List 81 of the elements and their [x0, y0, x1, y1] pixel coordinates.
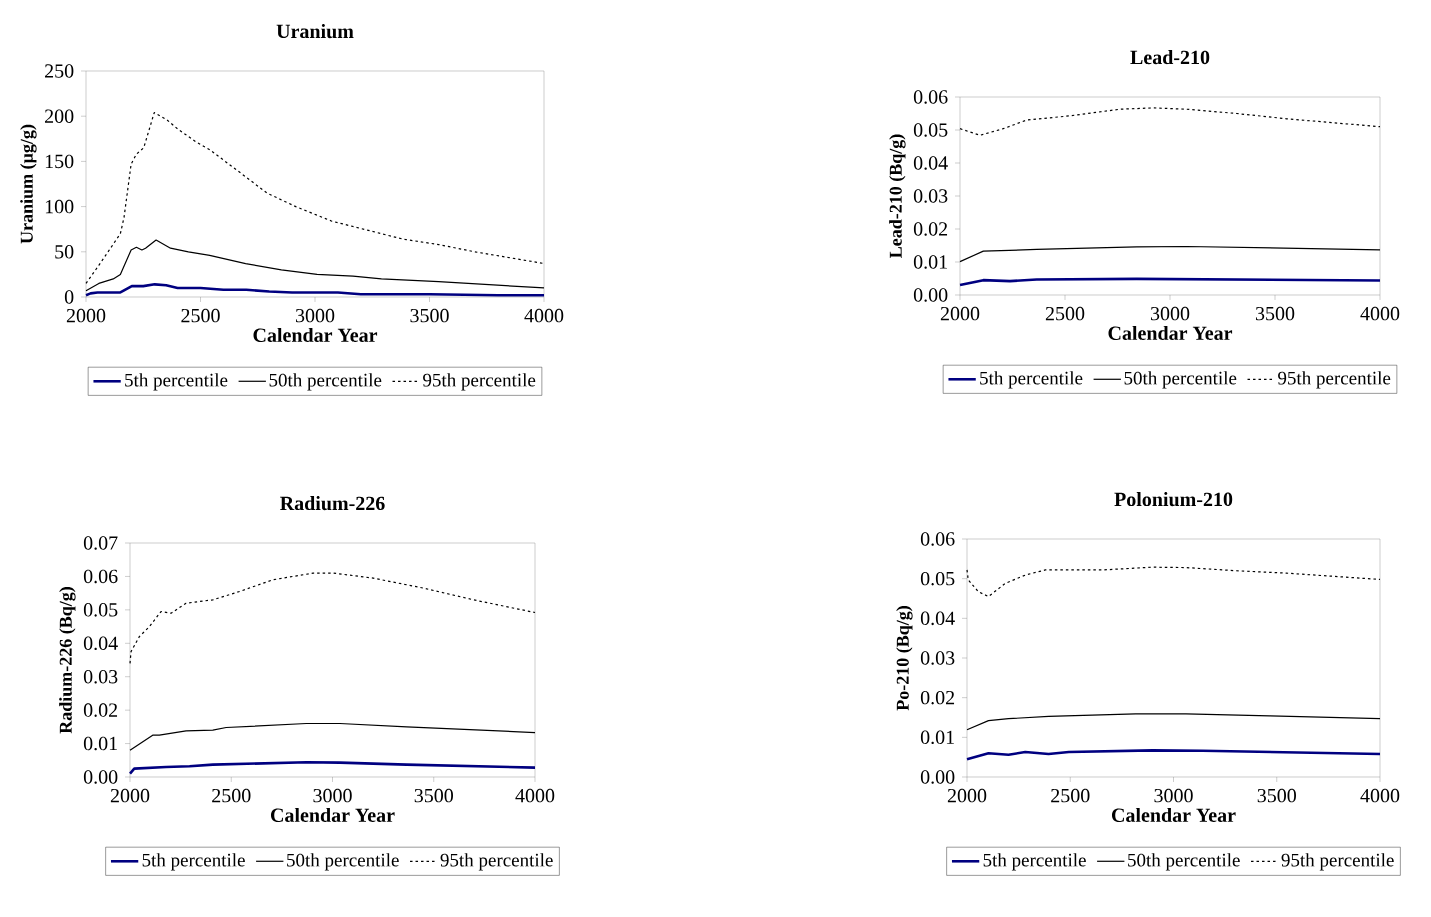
legend-label: 5th percentile [980, 371, 1083, 389]
y-tick-label: 0.01 [83, 736, 117, 751]
line-series [129, 722, 536, 751]
x-tick-label: 2500 [181, 308, 220, 323]
y-tick-label: 0.03 [83, 669, 118, 684]
chart-title: Lead-210 [1130, 50, 1210, 65]
y-axis-title: Radium-226 (Bq/g) [59, 587, 76, 734]
x-tick-label: 3000 [295, 308, 335, 323]
x-axis-title: Calendar Year [270, 807, 395, 822]
legend-label: 50th percentile [1124, 371, 1237, 389]
legend-label: 95th percentile [1278, 371, 1391, 389]
x-tick-label: 2500 [1045, 306, 1085, 321]
y-tick-label: 0.00 [920, 770, 955, 784]
line-series [965, 749, 1382, 761]
y-tick-label: 0.02 [83, 703, 118, 717]
y-axis-title: Lead-210 (Bq/g) [889, 134, 906, 258]
y-tick-label: 200 [45, 109, 74, 123]
y-tick-label: 50 [55, 245, 74, 259]
y-tick-label: 0.00 [83, 770, 118, 784]
x-tick-label: 4000 [1360, 788, 1400, 803]
legend-label: 95th percentile [440, 853, 553, 871]
x-tick-label: 3000 [1150, 306, 1190, 321]
x-tick-label: 3500 [1257, 788, 1296, 803]
y-axis-title: Uranium (µg/g) [20, 124, 37, 244]
y-tick-label: 0.02 [913, 222, 948, 236]
y-tick-label: 0.05 [920, 571, 955, 586]
y-tick-label: 0.06 [83, 569, 118, 584]
legend-label: 50th percentile [1128, 853, 1240, 871]
y-tick-label: 0.04 [920, 611, 955, 626]
y-tick-label: 250 [45, 64, 74, 78]
y-tick-label: 0.00 [913, 288, 948, 302]
legend-label: 95th percentile [1281, 853, 1394, 871]
x-tick-label: 4000 [1360, 306, 1400, 321]
legend-label: 5th percentile [125, 373, 228, 391]
y-tick-label: 0.06 [920, 532, 955, 546]
legend-label: 50th percentile [287, 853, 399, 871]
line-series [85, 239, 545, 292]
y-tick-label: 100 [45, 199, 74, 214]
y-tick-label: 0.07 [83, 536, 118, 550]
y-tick-label: 0.05 [913, 123, 948, 137]
line-series [129, 572, 536, 664]
line-series [966, 713, 1381, 731]
line-series [966, 566, 1381, 598]
legend-label: 5th percentile [142, 853, 245, 871]
y-tick-label: 0.04 [83, 636, 118, 651]
y-tick-label: 0.03 [920, 651, 955, 665]
x-tick-label: 2500 [1051, 788, 1090, 803]
y-tick-label: 0.01 [913, 255, 947, 269]
legend-label: 5th percentile [983, 853, 1086, 871]
y-tick-label: 0.02 [920, 690, 955, 705]
x-axis-title: Calendar Year [253, 327, 378, 342]
x-tick-label: 3500 [410, 308, 449, 323]
x-tick-label: 2500 [212, 788, 251, 803]
y-tick-label: 0.03 [913, 189, 948, 203]
x-tick-label: 4000 [524, 308, 564, 323]
y-tick-label: 0.05 [83, 603, 118, 617]
x-tick-label: 4000 [515, 788, 555, 803]
x-tick-label: 2000 [947, 788, 987, 803]
legend-label: 50th percentile [269, 373, 382, 391]
y-tick-label: 0.04 [913, 156, 948, 170]
x-tick-label: 3500 [1255, 306, 1295, 321]
line-series [958, 277, 1382, 287]
line-series [85, 111, 545, 285]
y-tick-label: 0.01 [920, 730, 954, 745]
chart-title: Uranium [276, 24, 354, 39]
x-tick-label: 3000 [1154, 788, 1193, 803]
x-axis-title: Calendar Year [1108, 325, 1233, 340]
x-tick-label: 2000 [110, 788, 150, 803]
chart-title: Radium-226 [280, 496, 385, 511]
chart-title: Polonium-210 [1114, 492, 1233, 507]
x-tick-label: 3000 [313, 788, 352, 803]
y-axis-title: Po-210 (Bq/g) [896, 606, 913, 711]
line-series [128, 760, 537, 775]
x-axis-title: Calendar Year [1111, 807, 1236, 822]
y-tick-label: 0 [64, 290, 74, 304]
y-tick-label: 150 [45, 154, 74, 169]
y-tick-label: 0.06 [913, 90, 948, 104]
x-tick-label: 2000 [66, 308, 106, 323]
x-tick-label: 2000 [940, 306, 980, 321]
legend-label: 95th percentile [423, 373, 536, 391]
x-tick-label: 3500 [414, 788, 453, 803]
